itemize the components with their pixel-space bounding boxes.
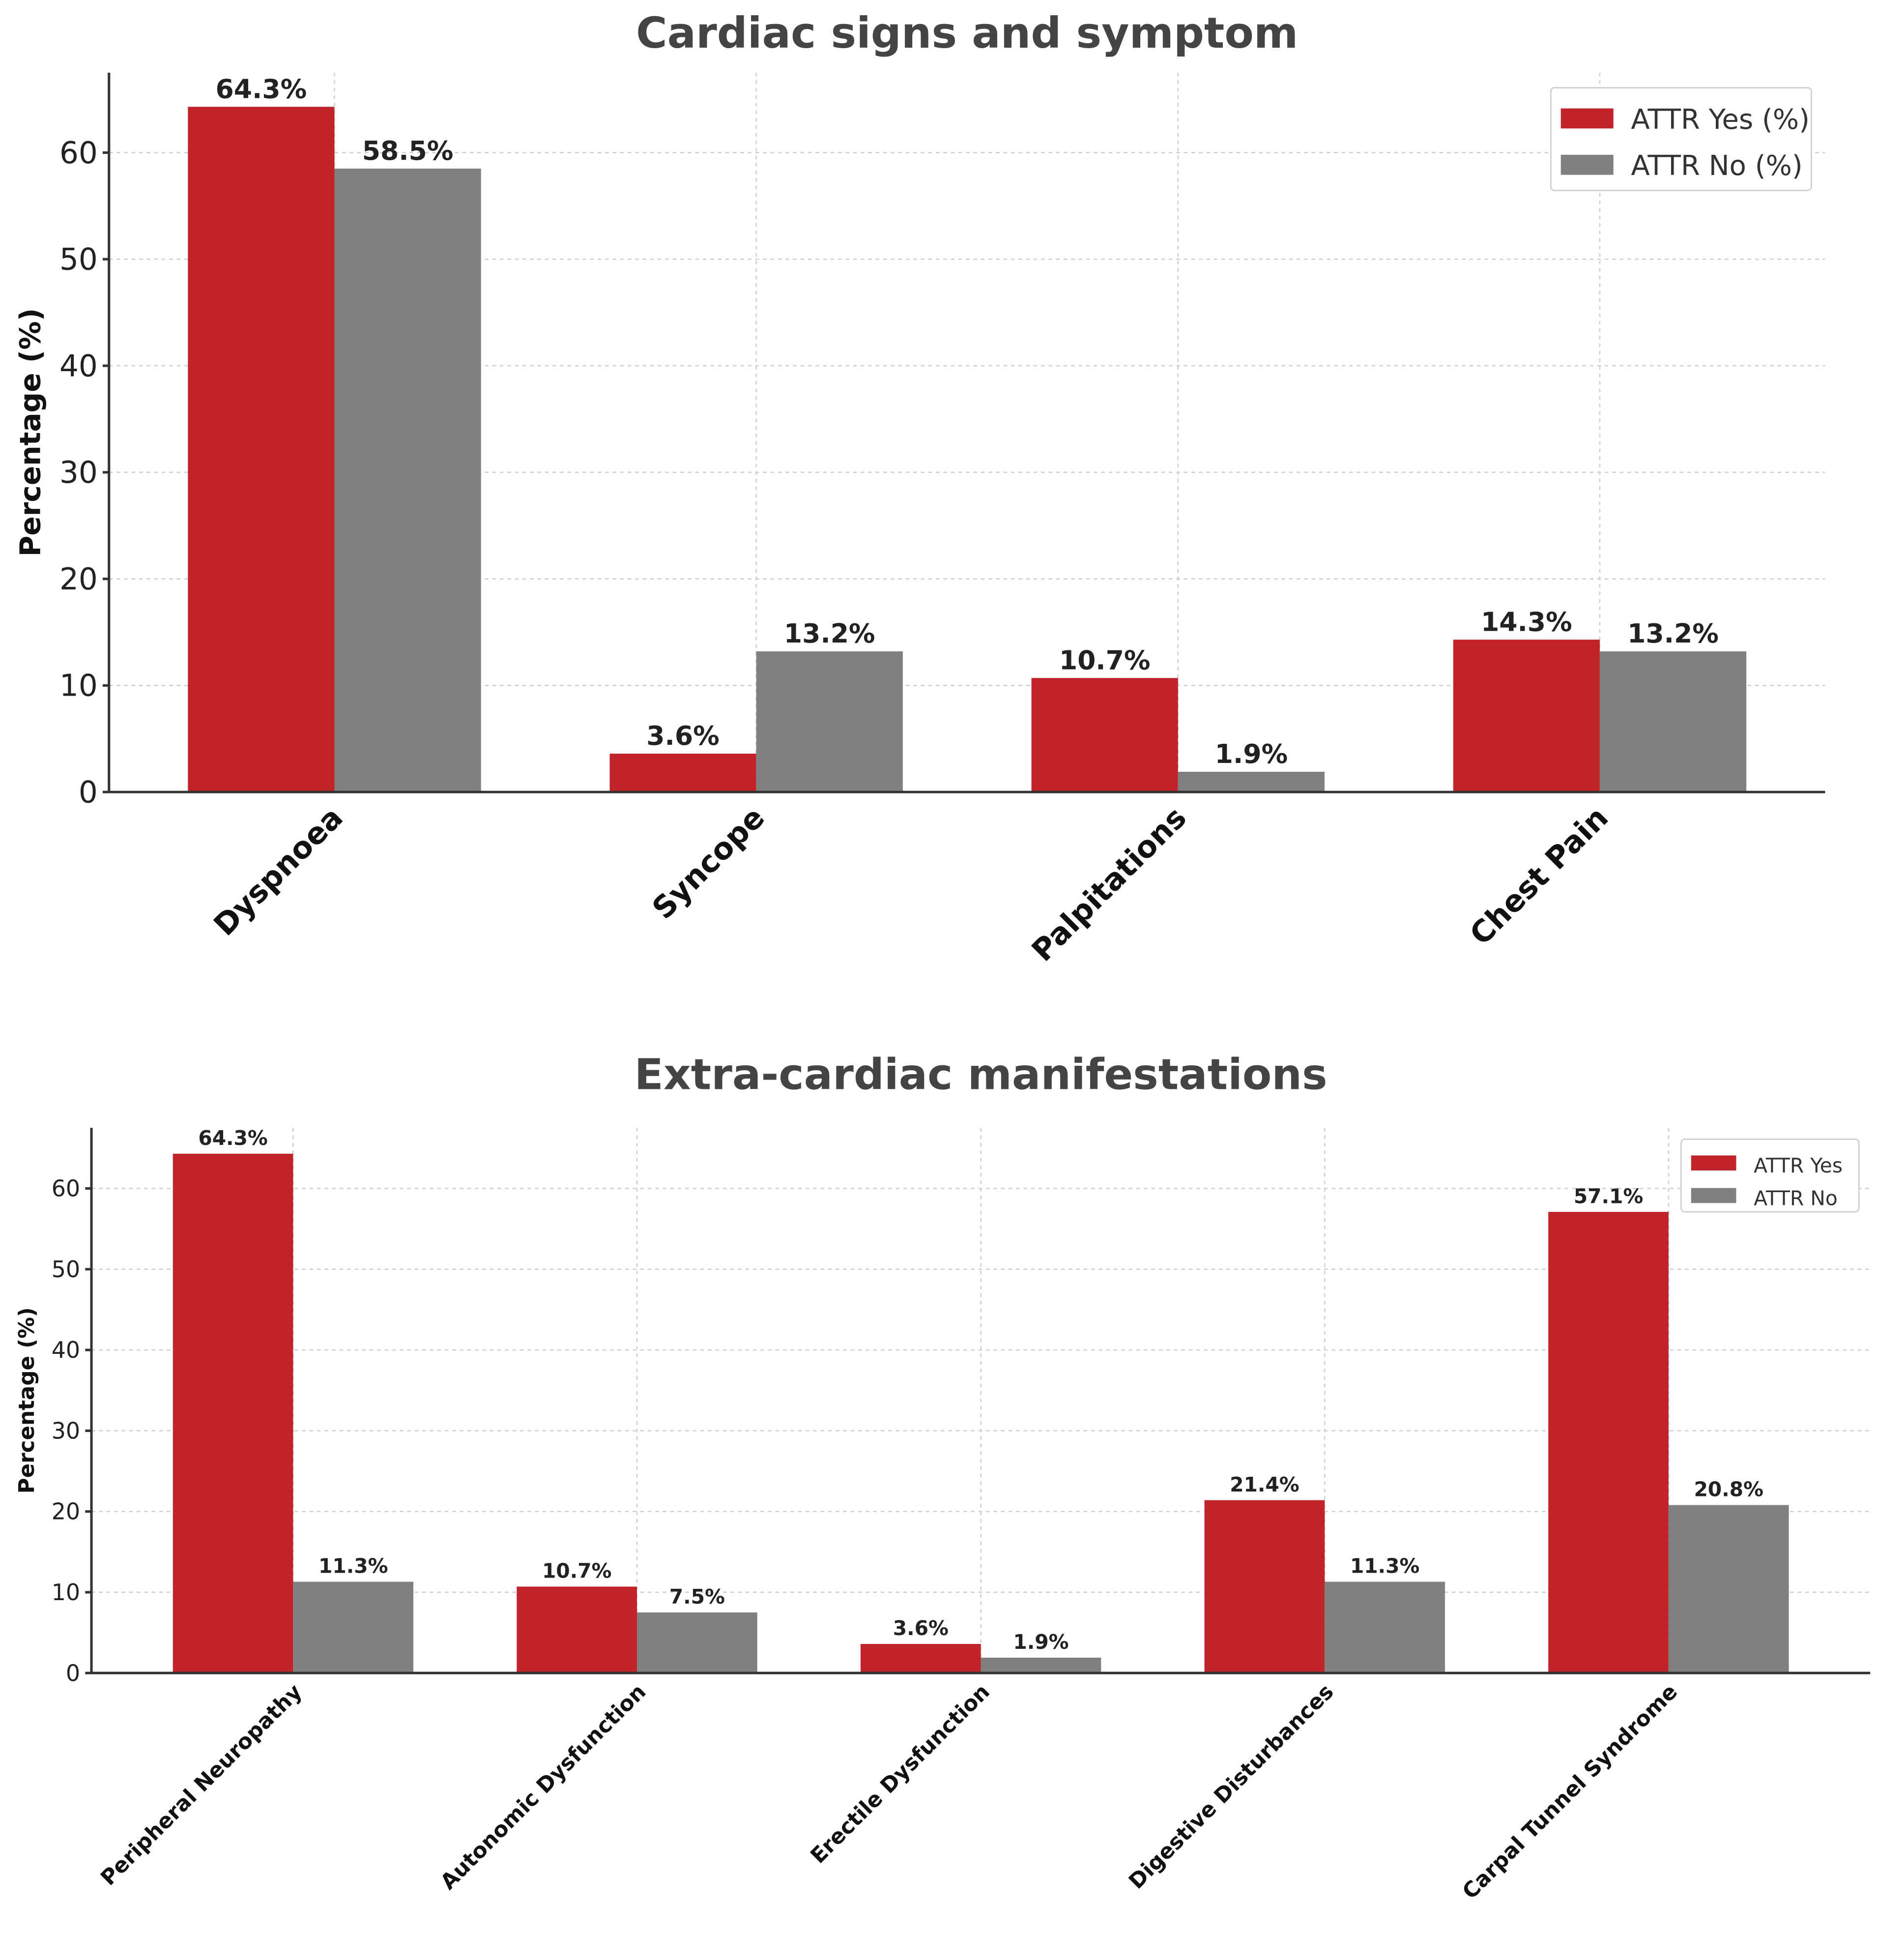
- y-tick-label: 20: [52, 1498, 80, 1525]
- legend-label: ATTR Yes: [1754, 1154, 1843, 1177]
- data-label: 10.7%: [1059, 644, 1151, 675]
- legend-frame: [1550, 87, 1812, 191]
- data-label: 64.3%: [198, 1126, 267, 1150]
- x-tick-label: Peripheral Neuropathy: [96, 1679, 307, 1890]
- bar-attr-yes: [1548, 1212, 1669, 1673]
- bar-attr-yes: [188, 107, 335, 792]
- bar-attr-yes: [173, 1153, 293, 1673]
- y-axis-label: Percentage (%): [14, 308, 47, 557]
- y-tick-label: 40: [59, 349, 98, 383]
- bar-attr-no: [1178, 771, 1325, 792]
- x-tick-label: Dyspnoea: [207, 800, 350, 943]
- x-tick-label: Syncope: [646, 800, 772, 926]
- legend-swatch: [1561, 154, 1614, 175]
- y-tick-label: 60: [59, 136, 98, 171]
- x-tick-label: Carpal Tunnel Syndrome: [1458, 1679, 1682, 1904]
- bar-attr-no: [756, 651, 903, 792]
- y-tick-label: 50: [52, 1256, 80, 1283]
- data-label: 58.5%: [362, 135, 454, 166]
- bar-attr-yes: [860, 1644, 981, 1673]
- y-tick-label: 30: [52, 1417, 80, 1444]
- x-tick-label: Digestive Disturbances: [1124, 1679, 1338, 1894]
- y-tick-label: 10: [52, 1579, 80, 1606]
- data-label: 13.2%: [1627, 618, 1719, 649]
- legend-swatch: [1561, 108, 1614, 129]
- data-label: 13.2%: [784, 618, 875, 649]
- bar-attr-no: [1599, 651, 1747, 792]
- data-label: 20.8%: [1694, 1478, 1763, 1501]
- legend-swatch: [1691, 1155, 1736, 1170]
- legend-label: ATTR No: [1754, 1186, 1838, 1210]
- bar-attr-yes: [517, 1586, 637, 1673]
- bar-attr-no: [293, 1581, 414, 1673]
- bar-attr-yes: [609, 754, 756, 792]
- data-label: 10.7%: [542, 1559, 611, 1583]
- data-label: 57.1%: [1574, 1184, 1643, 1208]
- y-tick-label: 60: [52, 1175, 80, 1202]
- chart-2: Extra-cardiac manifestations 0 10 20 30 40 50 6…: [15, 1050, 1871, 1904]
- data-label: 7.5%: [669, 1585, 725, 1609]
- data-label: 64.3%: [216, 73, 307, 104]
- legend: ATTR Yes (%) ATTR No (%): [1550, 87, 1812, 191]
- chart-title: Cardiac signs and symptom: [636, 9, 1298, 58]
- legend: ATTR Yes ATTR No: [1680, 1138, 1860, 1213]
- y-tick-label: 30: [59, 455, 98, 490]
- x-tick-label: Palpitations: [1025, 800, 1193, 968]
- x-tick-label: Autonomic Dysfunction: [436, 1679, 651, 1894]
- y-tick-label: 0: [79, 775, 98, 810]
- y-tick-label: 40: [52, 1337, 80, 1363]
- y-tick-label: 10: [59, 669, 98, 703]
- x-tick-label: Chest Pain: [1463, 800, 1615, 952]
- legend-swatch: [1691, 1188, 1736, 1203]
- bar-attr-no: [636, 1612, 757, 1673]
- y-tick-label: 50: [59, 242, 98, 277]
- chart-1: Cardiac signs and symptom 0 10 20 30 40 50 60 64…: [14, 9, 1825, 968]
- legend-label: ATTR No (%): [1631, 150, 1802, 182]
- data-label: 21.4%: [1230, 1473, 1299, 1496]
- data-label: 1.9%: [1013, 1630, 1069, 1654]
- data-label: 1.9%: [1215, 738, 1288, 769]
- bar-attr-no: [981, 1658, 1101, 1673]
- y-tick-label: 20: [59, 562, 98, 597]
- bar-attr-no: [1325, 1581, 1445, 1673]
- data-label: 3.6%: [893, 1616, 949, 1640]
- data-label: 14.3%: [1481, 606, 1572, 637]
- bar-attr-no: [334, 168, 481, 792]
- y-tick-label: 0: [66, 1660, 80, 1686]
- y-axis-label: Percentage (%): [15, 1307, 39, 1493]
- chart-title: Extra-cardiac manifestations: [635, 1050, 1328, 1099]
- data-label: 11.3%: [1350, 1554, 1419, 1578]
- legend-label: ATTR Yes (%): [1631, 104, 1810, 136]
- bar-attr-yes: [1453, 640, 1600, 792]
- bar-attr-no: [1668, 1505, 1789, 1673]
- data-label: 3.6%: [646, 720, 719, 751]
- bar-attr-yes: [1204, 1500, 1325, 1673]
- data-label: 11.3%: [318, 1554, 388, 1578]
- x-tick-label: Erectile Dysfunction: [806, 1679, 995, 1868]
- bar-attr-yes: [1031, 678, 1178, 792]
